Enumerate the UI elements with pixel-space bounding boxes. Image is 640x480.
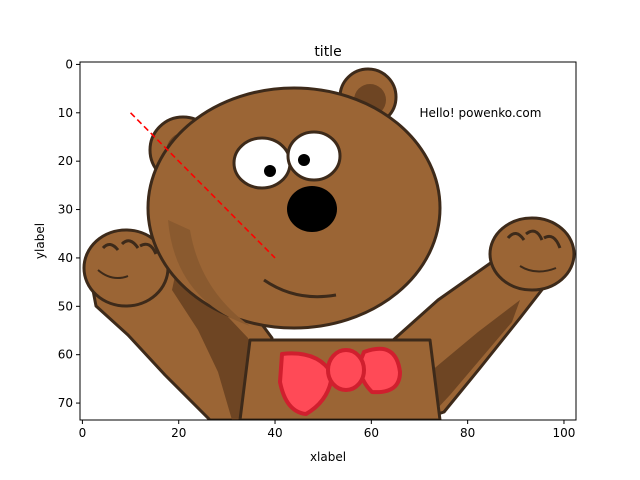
x-tick-label: 80 (460, 426, 475, 440)
bear-left-arm-shadow (172, 262, 262, 420)
y-axis-label: ylabel (33, 223, 47, 259)
x-tick-label: 60 (364, 426, 379, 440)
y-tick-label: 30 (58, 203, 73, 217)
image-area (82, 67, 576, 420)
x-axis: 0 20 40 60 80 100 (79, 420, 576, 440)
y-tick-label: 70 (58, 396, 73, 410)
y-axis: 0 10 20 30 40 50 60 70 (58, 57, 80, 410)
y-tick-label: 20 (58, 154, 73, 168)
y-tick-label: 60 (58, 348, 73, 362)
annotation-text: Hello! powenko.com (419, 106, 541, 120)
bear-right-arm-shadow (430, 300, 520, 410)
bear-head-shade (168, 220, 250, 326)
bear-mouth (263, 278, 337, 299)
y-tick-label: 10 (58, 106, 73, 120)
x-axis-label: xlabel (310, 450, 346, 464)
y-tick-label: 50 (58, 299, 73, 313)
bear-right-eye (286, 130, 342, 182)
y-tick-label: 40 (58, 251, 73, 265)
bear-bowtie (278, 346, 402, 416)
bear-left-fist (82, 228, 170, 308)
bear-image (82, 67, 576, 420)
bear-nose (287, 186, 337, 232)
y-tick-label: 0 (65, 57, 73, 71)
x-tick-label: 0 (79, 426, 87, 440)
x-tick-label: 40 (267, 426, 282, 440)
x-tick-label: 100 (553, 426, 576, 440)
dashed-line (129, 112, 276, 259)
bear-left-eye (232, 136, 292, 190)
bear-right-fist (488, 216, 576, 292)
overlay-lines (129, 112, 276, 259)
chart-title: title (314, 44, 341, 60)
axes-frame (79, 61, 577, 421)
x-tick-label: 20 (171, 426, 186, 440)
